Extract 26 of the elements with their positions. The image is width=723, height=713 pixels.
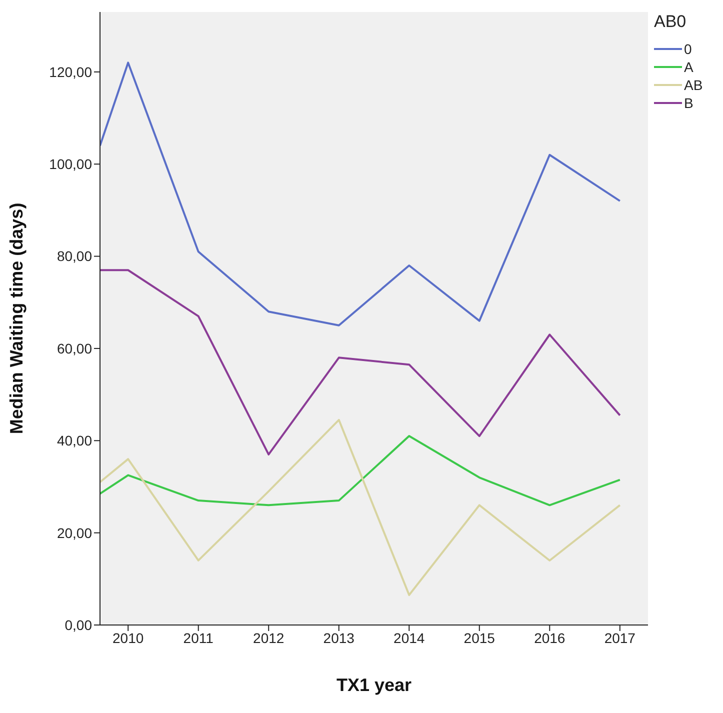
legend-label: A xyxy=(684,59,694,75)
y-tick-label: 20,00 xyxy=(56,524,92,541)
x-tick-label: 2010 xyxy=(112,630,144,646)
y-tick-label: 0,00 xyxy=(64,616,92,633)
legend-label: 0 xyxy=(684,41,692,57)
x-tick-label: 2017 xyxy=(604,630,636,646)
y-tick-label: 100,00 xyxy=(49,156,92,172)
x-axis-title: TX1 year xyxy=(336,675,412,695)
line-series xyxy=(100,62,621,326)
x-tick-label: 2015 xyxy=(464,630,496,646)
x-tick-label: 2012 xyxy=(253,630,284,646)
y-tick-label: 60,00 xyxy=(56,340,92,356)
x-tick-label: 2011 xyxy=(183,630,214,646)
legend-label: B xyxy=(684,95,694,111)
legend-label: AB xyxy=(684,77,703,93)
x-tick-label: 2014 xyxy=(394,630,425,646)
line-series xyxy=(100,269,621,456)
y-tick-label: 40,00 xyxy=(56,432,92,449)
line-series xyxy=(100,435,621,506)
y-axis-title: Median Waiting time (days) xyxy=(6,202,26,434)
legend-title: AB0 xyxy=(654,12,688,32)
x-tick-label: 2013 xyxy=(323,630,355,646)
line-series xyxy=(100,418,621,596)
x-tick-label: 2016 xyxy=(534,630,566,646)
y-tick-label: 120,00 xyxy=(49,64,92,80)
y-tick-label: 80,00 xyxy=(56,248,92,264)
